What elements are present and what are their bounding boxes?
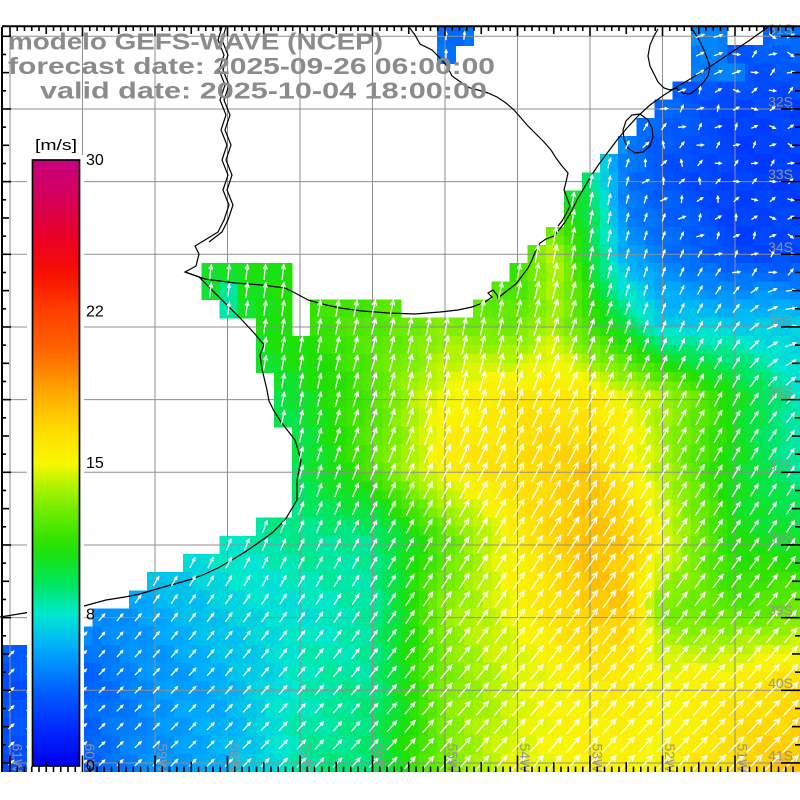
svg-text:15: 15 bbox=[86, 455, 104, 472]
svg-text:35S: 35S bbox=[768, 312, 793, 328]
svg-text:31S: 31S bbox=[768, 21, 793, 37]
svg-text:8: 8 bbox=[86, 607, 95, 624]
svg-text:59W: 59W bbox=[155, 744, 171, 774]
svg-text:valid date: 2025-10-04 18:00:0: valid date: 2025-10-04 18:00:00 bbox=[40, 77, 487, 103]
svg-text:38S: 38S bbox=[768, 530, 793, 546]
svg-text:54W: 54W bbox=[517, 744, 533, 774]
svg-text:forecast date: 2025-09-26 06:0: forecast date: 2025-09-26 06:00:00 bbox=[8, 53, 495, 79]
svg-text:52W: 52W bbox=[662, 744, 678, 774]
svg-text:41S: 41S bbox=[768, 748, 793, 764]
svg-text:61W: 61W bbox=[10, 744, 26, 774]
svg-text:57W: 57W bbox=[300, 744, 316, 774]
svg-text:51W: 51W bbox=[735, 744, 751, 774]
svg-text:55W: 55W bbox=[445, 744, 461, 774]
svg-text:40S: 40S bbox=[768, 675, 793, 691]
svg-text:30: 30 bbox=[86, 152, 104, 169]
svg-text:33S: 33S bbox=[768, 166, 793, 182]
svg-text:34S: 34S bbox=[768, 239, 793, 255]
svg-text:39S: 39S bbox=[768, 602, 793, 618]
svg-text:60W: 60W bbox=[82, 744, 98, 774]
svg-text:53W: 53W bbox=[590, 744, 606, 774]
svg-text:modelo GEFS-WAVE (NCEP): modelo GEFS-WAVE (NCEP) bbox=[8, 29, 383, 55]
svg-text:22: 22 bbox=[86, 304, 104, 321]
svg-text:58W: 58W bbox=[227, 744, 243, 774]
svg-text:[m/s]: [m/s] bbox=[35, 137, 77, 154]
svg-text:32S: 32S bbox=[768, 94, 793, 110]
svg-text:37S: 37S bbox=[768, 457, 793, 473]
svg-text:36S: 36S bbox=[768, 384, 793, 400]
svg-text:0: 0 bbox=[86, 758, 95, 775]
svg-text:56W: 56W bbox=[372, 744, 388, 774]
